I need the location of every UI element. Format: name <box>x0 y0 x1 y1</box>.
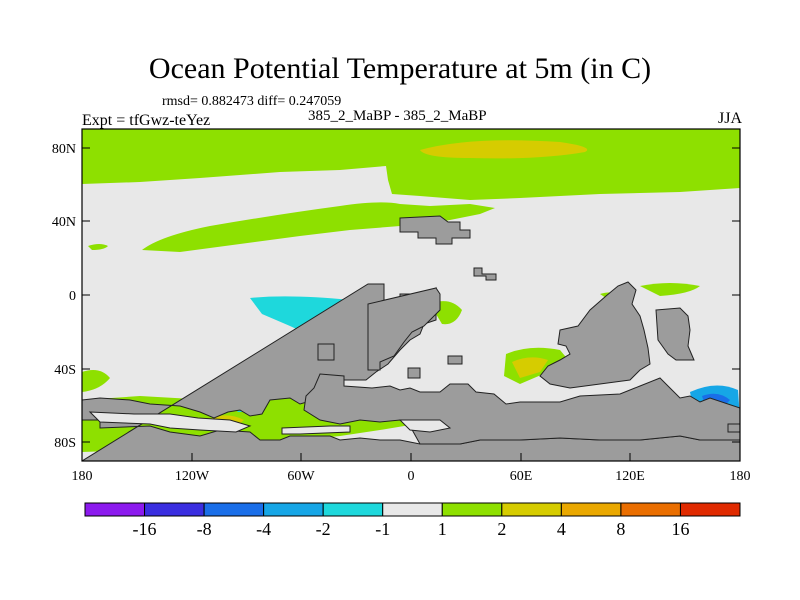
lat-label: 80N <box>52 142 76 157</box>
colorbar-label: 1 <box>438 519 447 539</box>
colorbar-label: -1 <box>375 519 390 539</box>
colorbar-swatch <box>560 502 622 517</box>
island <box>317 343 335 361</box>
coastal-strip <box>88 411 252 433</box>
cases-label: 385_2_MaBP - 385_2_MaBP <box>308 108 487 124</box>
colorbar-swatch <box>84 502 146 517</box>
colorbar: -16 -8 -4 -2 -1 1 2 4 8 16 <box>84 502 741 539</box>
lon-label: 60E <box>510 469 533 484</box>
colorbar-label: 8 <box>616 519 625 539</box>
colorbar-swatch <box>501 502 562 517</box>
lon-label: 180 <box>730 469 751 484</box>
north-atlantic-warm-band <box>142 202 495 252</box>
season-label: JJA <box>717 110 742 127</box>
lat-label: 0 <box>69 289 76 304</box>
lat-label: 40N <box>52 215 76 230</box>
island <box>407 367 421 379</box>
lat-label: 40S <box>54 363 76 378</box>
lon-label: 0 <box>408 469 415 484</box>
island <box>447 355 463 365</box>
colorbar-swatch <box>382 502 443 517</box>
land-mass-africa-asia <box>539 281 651 389</box>
land-mass-asia-east <box>655 307 695 361</box>
lat-label: 80S <box>54 436 76 451</box>
colorbar-swatch <box>441 502 503 517</box>
map-title: Ocean Potential Temperature at 5m (in C) <box>148 52 652 85</box>
land-mass-north <box>399 215 471 245</box>
warm-patch <box>88 244 108 250</box>
experiment-label: Expt = tfGwz-teYez <box>82 112 211 129</box>
colorbar-swatch <box>203 502 265 517</box>
lat-ticks <box>82 147 740 443</box>
colorbar-swatch <box>144 502 205 517</box>
colorbar-label: -8 <box>197 519 212 539</box>
colorbar-swatch <box>322 502 384 517</box>
lon-label: 120E <box>615 469 645 484</box>
map-panel <box>82 129 740 461</box>
colorbar-swatch <box>620 502 681 517</box>
colorbar-label: 16 <box>671 519 689 539</box>
coastal-strip <box>281 425 351 435</box>
colorbar-label: -16 <box>133 519 157 539</box>
island <box>727 423 740 433</box>
lon-labels: 180 120W 60W 0 60E 120E 180 <box>72 469 751 484</box>
warm-patch <box>640 283 700 296</box>
indian-ocean-hotspot <box>512 357 548 378</box>
arctic-hotspot <box>420 140 588 159</box>
colorbar-label: -2 <box>316 519 331 539</box>
colorbar-label: -4 <box>256 519 271 539</box>
land-mass-south-atlantic <box>367 287 441 371</box>
coastal-strip <box>398 419 452 433</box>
stats-text: rmsd= 0.882473 diff= 0.247059 <box>162 94 342 109</box>
lat-labels: 80N 40N 0 40S 80S <box>52 142 76 451</box>
land-mass-small <box>473 267 497 281</box>
lon-label: 180 <box>72 469 93 484</box>
colorbar-swatch <box>679 502 741 517</box>
lon-ticks <box>81 453 741 461</box>
colorbar-label: 2 <box>497 519 506 539</box>
lon-label: 60W <box>287 469 315 484</box>
lon-label: 120W <box>175 469 210 484</box>
colorbar-swatch <box>263 502 324 517</box>
colorbar-label: 4 <box>557 519 566 539</box>
southern-ocean-warm-band <box>82 370 110 392</box>
